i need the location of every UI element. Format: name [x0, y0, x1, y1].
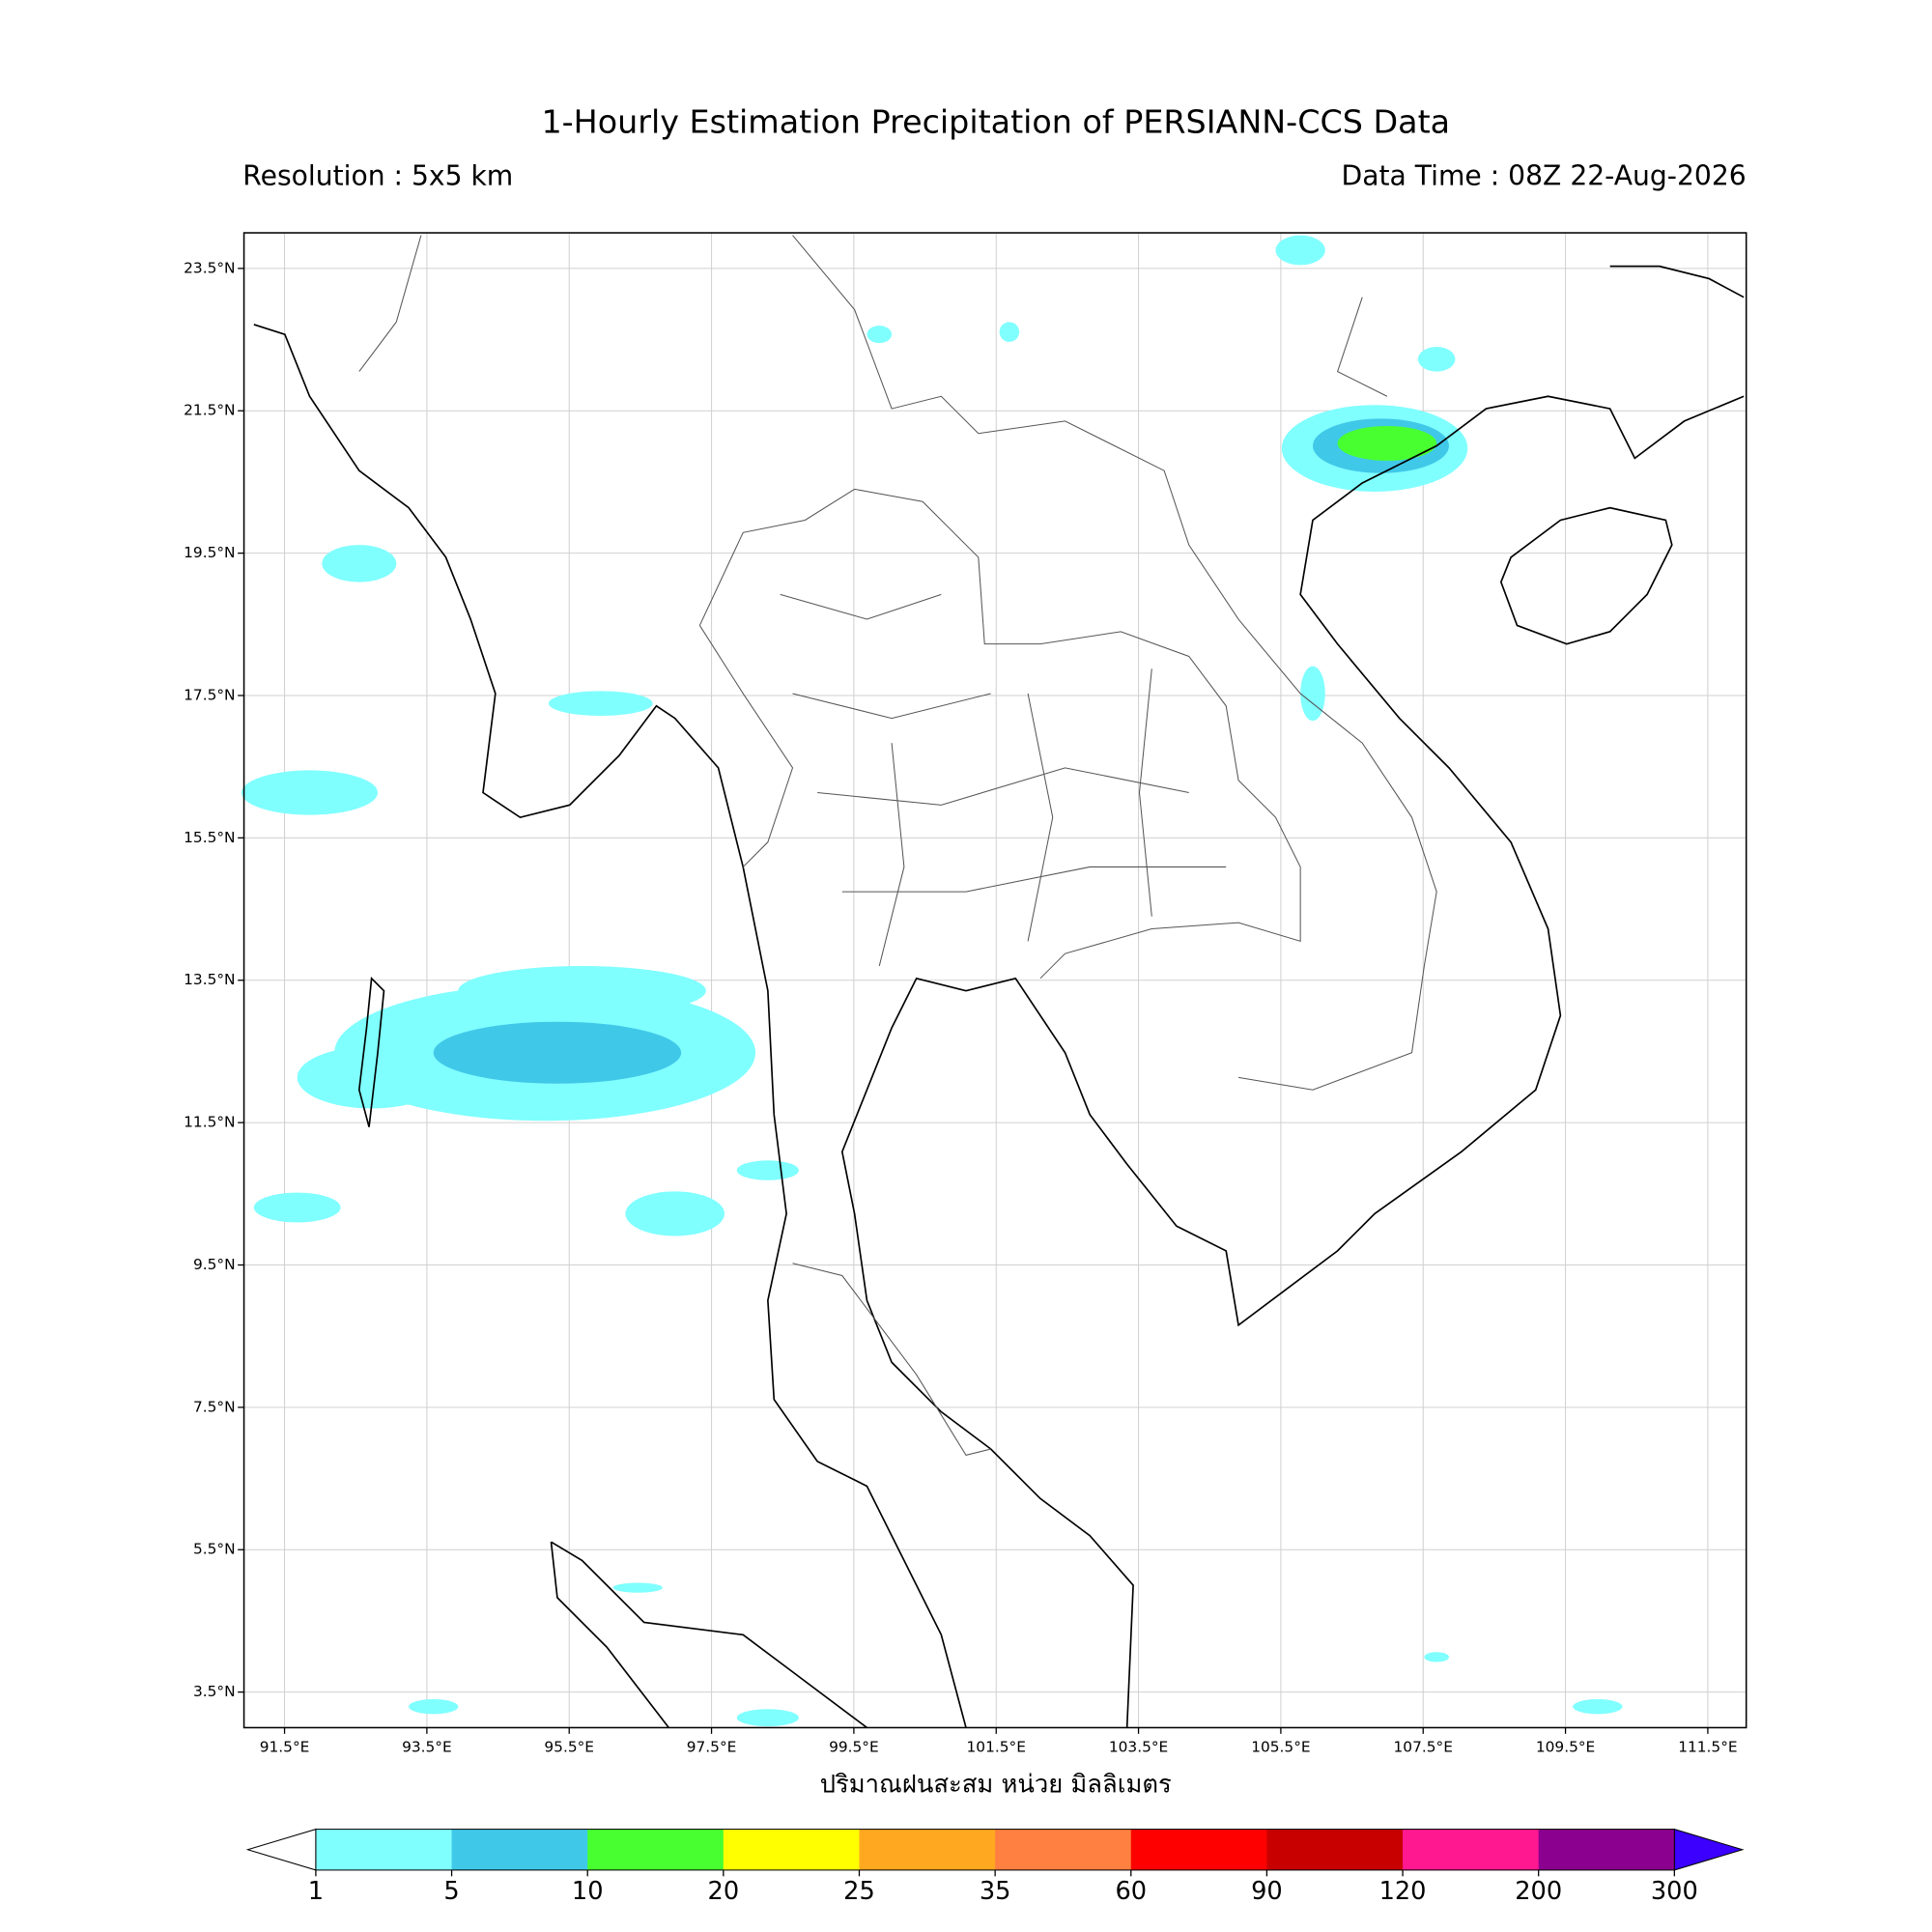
colorbar-tick-label: 10	[572, 1877, 604, 1906]
colorbar-tick-label: 120	[1379, 1877, 1427, 1906]
x-tick-label: 99.5°E	[829, 1738, 879, 1755]
colorbar-segment	[995, 1829, 1132, 1870]
rain-area	[736, 1160, 799, 1180]
x-tick-label: 109.5°E	[1536, 1738, 1595, 1755]
colorbar-segment	[315, 1829, 453, 1870]
y-tick-label: 13.5°N	[184, 971, 235, 988]
x-tick-label: 95.5°E	[544, 1738, 594, 1755]
coastline	[840, 395, 1745, 1728]
rain-area	[409, 1698, 459, 1715]
y-tick-label: 3.5°N	[193, 1683, 236, 1700]
rain-area	[867, 326, 893, 344]
colorbar-segment	[1266, 1829, 1404, 1870]
colorbar-tick-label: 20	[708, 1877, 740, 1906]
colorbar-tick-label: 300	[1651, 1877, 1698, 1906]
coastlines	[253, 265, 1745, 1729]
x-tick-label: 103.5°E	[1109, 1738, 1168, 1755]
x-tick-label: 107.5°E	[1394, 1738, 1453, 1755]
resolution: Resolution : 5x5 km	[242, 159, 513, 191]
coastline	[550, 1541, 867, 1729]
colorbar-under	[245, 1828, 317, 1871]
border	[358, 235, 1437, 1091]
data-time: Data Time : 08Z 22-Aug-2026	[1342, 159, 1747, 191]
rain-area	[1573, 1698, 1623, 1715]
x-tick-label: 111.5°E	[1678, 1738, 1737, 1755]
colorbar-tick-label: 25	[843, 1877, 875, 1906]
colorbar-segment	[587, 1829, 724, 1870]
y-tick-label: 7.5°N	[193, 1398, 236, 1415]
coastline	[1609, 265, 1745, 298]
coastline	[253, 324, 967, 1728]
colorbar-tick-label: 90	[1251, 1877, 1283, 1906]
rain-area	[297, 1046, 446, 1109]
rain-area	[242, 770, 379, 815]
rain-area	[1300, 666, 1325, 722]
rain-area	[548, 691, 653, 717]
rain-area	[999, 322, 1020, 342]
y-tick-label: 9.5°N	[193, 1256, 236, 1273]
colorbar-segment	[1130, 1829, 1268, 1870]
rain-area	[1424, 1652, 1449, 1662]
y-tick-label: 5.5°N	[193, 1541, 236, 1558]
thailand-border	[698, 488, 1301, 1456]
rain-layer	[242, 235, 1623, 1727]
rain-area	[1275, 235, 1325, 266]
colorbar-over	[1673, 1828, 1745, 1871]
colorbar-segment	[1538, 1829, 1675, 1870]
rain-area	[736, 1709, 799, 1727]
y-tick-label: 17.5°N	[184, 686, 235, 703]
colorbar-segment	[723, 1829, 861, 1870]
colorbar-segment	[1403, 1829, 1540, 1870]
x-axis-label: ปริมาณฝนสะสม หน่วย มิลลิเมตร	[820, 1771, 1172, 1800]
title: 1-Hourly Estimation Precipitation of PER…	[541, 103, 1450, 141]
y-tick-label: 11.5°N	[184, 1114, 235, 1131]
grid	[243, 233, 1747, 1728]
x-tick-label: 105.5°E	[1251, 1738, 1310, 1755]
x-tick-label: 97.5°E	[687, 1738, 737, 1755]
rain-area	[1337, 426, 1437, 461]
y-tick-label: 15.5°N	[184, 829, 235, 846]
colorbar-segment	[451, 1829, 588, 1870]
colorbar-tick-label: 5	[443, 1877, 459, 1906]
colorbar-segment	[859, 1829, 996, 1870]
x-tick-label: 91.5°E	[260, 1738, 310, 1755]
colorbar: 1 5 10 20 25 35 60 90 120 200 300	[245, 1828, 1745, 1906]
coastline	[1499, 506, 1673, 645]
province-lines	[780, 593, 1227, 967]
colorbar-tick-label: 200	[1515, 1877, 1562, 1906]
y-tick-label: 19.5°N	[184, 544, 235, 561]
rain-area	[433, 1021, 682, 1084]
rain-area	[458, 966, 706, 1016]
colorbar-tick-label: 60	[1115, 1877, 1147, 1906]
rain-area	[625, 1191, 724, 1236]
x-tick-label: 101.5°E	[967, 1738, 1026, 1755]
borders	[358, 235, 1437, 1456]
coastline	[357, 976, 385, 1127]
y-tick-label: 23.5°N	[184, 259, 235, 276]
colorbar-tick-label: 1	[308, 1877, 324, 1906]
rain-area	[612, 1582, 663, 1593]
rain-area	[322, 545, 397, 582]
colorbar-tick-label: 35	[980, 1877, 1011, 1906]
rain-area	[1417, 346, 1456, 372]
x-tick-label: 93.5°E	[402, 1738, 452, 1755]
rain-area	[253, 1192, 341, 1223]
y-tick-label: 21.5°N	[184, 402, 235, 419]
